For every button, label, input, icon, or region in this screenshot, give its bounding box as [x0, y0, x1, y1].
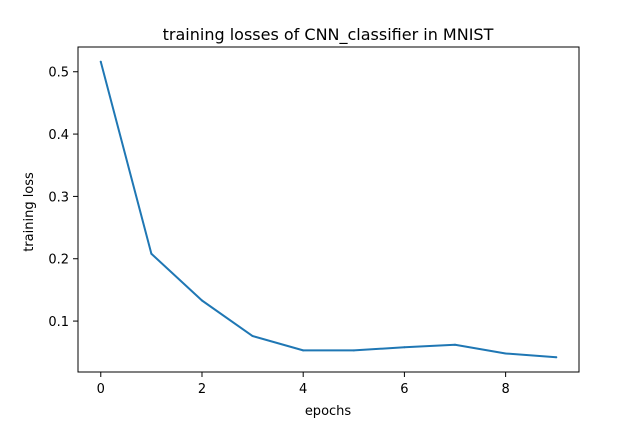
data-point-2: [200, 299, 203, 302]
data-point-7: [454, 343, 457, 346]
y-tick-label-1: 0.2: [48, 253, 69, 268]
plot-frame: [77, 46, 580, 373]
y-tick-label-4: 0.5: [48, 66, 69, 81]
data-point-0: [99, 60, 102, 63]
data-point-1: [150, 252, 153, 255]
series-line-training-loss: [99, 60, 558, 359]
axis-ticks: 0 2 4 6 8 0.1 0.2 0.3 0.4 0.5: [48, 66, 509, 397]
data-point-4: [302, 349, 305, 352]
chart-title: training losses of CNN_classifier in MNI…: [163, 25, 494, 45]
x-tick-label-2: 4: [299, 382, 307, 397]
y-axis-label: training loss: [22, 172, 37, 252]
y-tick-label-0: 0.1: [48, 315, 69, 330]
x-tick-label-3: 6: [400, 382, 408, 397]
series-points: [99, 60, 558, 359]
y-tick-label-2: 0.3: [48, 190, 69, 205]
data-point-8: [504, 352, 507, 355]
data-point-5: [352, 349, 355, 352]
x-tick-label-4: 8: [501, 382, 509, 397]
data-point-9: [555, 356, 558, 359]
y-tick-label-3: 0.4: [48, 128, 69, 143]
x-tick-label-1: 2: [198, 382, 206, 397]
data-point-3: [251, 335, 254, 338]
x-axis-label: epochs: [305, 404, 352, 419]
data-point-6: [403, 346, 406, 349]
x-tick-label-0: 0: [97, 382, 105, 397]
